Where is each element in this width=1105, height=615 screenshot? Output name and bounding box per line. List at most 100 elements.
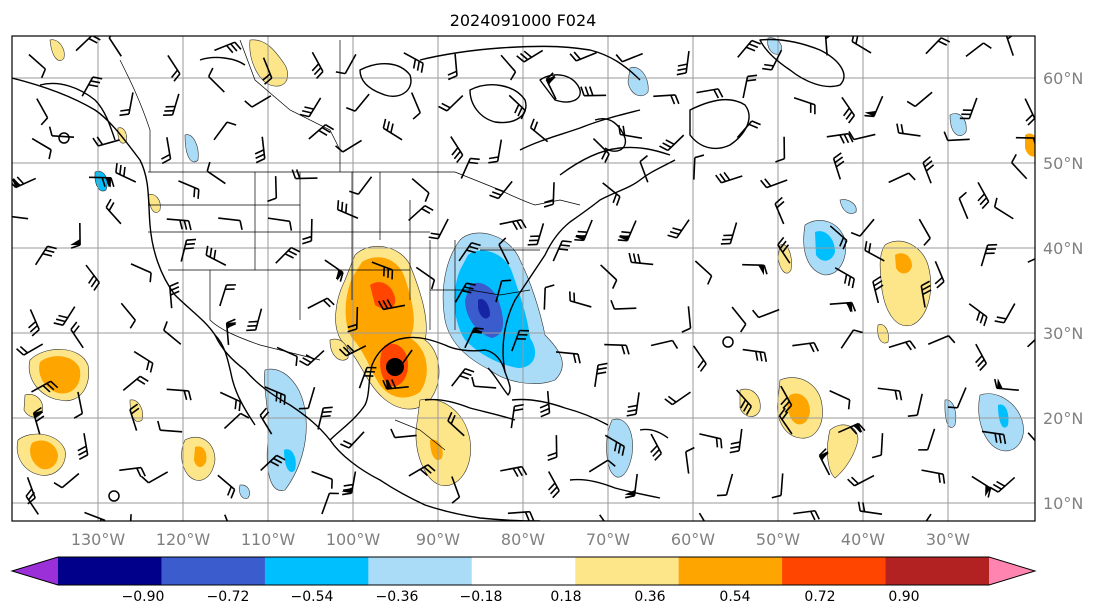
lon-label: 30°W [926,530,970,549]
wind-barb [993,197,1014,220]
wind-barb [574,219,593,242]
wind-barb [349,176,373,196]
wind-barb [834,267,856,289]
wind-barb [36,98,49,126]
wind-barb [129,514,132,521]
wind-barb [610,299,637,310]
wind-barb [650,339,679,349]
wind-barb [53,306,76,326]
wind-barb [498,237,510,265]
wind-barb [829,301,857,313]
lon-label: 60°W [671,530,715,549]
colorbar-segment [58,557,162,585]
colorbar-segment [782,557,887,585]
wind-barb [569,51,597,62]
wind-barb [276,346,298,366]
wind-barb [516,49,544,63]
wind-barb [390,428,417,439]
lon-label: 40°W [841,530,885,549]
lat-label: 50°N [1043,154,1083,173]
wind-barb [31,380,59,393]
wind-barb [850,218,875,237]
wind-barb [302,218,313,245]
storm-center-marker [386,358,404,376]
wind-barb [993,378,1019,392]
colorbar-segment [885,557,990,585]
wind-barb [615,52,644,63]
wind-barb [921,469,946,484]
wind-barb [508,94,526,120]
wind-barb [906,91,933,108]
wind-barb [451,368,475,387]
wind-barb [762,49,783,71]
wind-barb [130,263,152,283]
graticule [12,36,1035,521]
colorbar [10,556,1037,586]
lat-label: 60°N [1043,69,1083,88]
wind-barb [213,121,237,141]
wind-barb [599,514,606,521]
wind-barb [26,477,36,505]
wind-barb [529,118,549,143]
wind-barb [780,385,793,413]
colorbar-segment [575,557,680,585]
wind-barb [736,389,753,416]
wind-barb [925,513,932,521]
wind-barb [981,430,1007,445]
calm-circle [108,490,120,502]
wind-barb [120,302,137,329]
map-frame [11,35,1036,522]
lon-label: 100°W [326,530,381,549]
wind-barb [166,218,192,231]
wind-barb [166,388,192,401]
latitude-labels: 60°N 50°N 40°N 30°N 20°N 10°N [1043,69,1083,513]
wind-barb [428,218,449,240]
wind-barb [793,97,816,115]
wind-barb [447,53,458,81]
wind-barb [771,473,784,499]
coastlines [12,38,845,521]
wind-barb [676,50,690,76]
wind-barb [527,223,545,246]
wind-barb [588,459,616,473]
wind-barb [877,387,903,401]
wind-barb [291,169,318,180]
wind-barb [307,297,335,309]
wind-barb [168,281,180,309]
wind-barb [408,464,436,477]
wind-barb [105,198,122,225]
wind-barb [716,473,734,497]
wind-barb [696,88,724,99]
wind-barb [451,476,461,504]
wind-barb [16,343,44,356]
wind-barb [180,238,197,262]
wind-barb [971,475,992,498]
wind-barb [324,259,344,282]
wind-barb [122,375,149,392]
wind-barb [119,92,134,117]
wind-barb [775,136,786,163]
wind-barb [224,514,229,521]
wind-barb [411,178,430,203]
positive-anomaly-contours [16,39,1035,486]
wind-barb [829,389,851,410]
lat-label: 20°N [1043,409,1083,428]
wind-barb [214,41,242,54]
wind-barb [225,318,237,345]
wind-barb [335,53,357,75]
wind-barb [129,403,140,431]
wind-barb [681,306,692,333]
wind-barb [547,471,560,499]
lon-label: 110°W [241,530,296,549]
wind-barb [604,343,630,355]
wind-barb [922,156,935,184]
wind-barb [161,137,172,165]
wind-barb [626,392,640,417]
wind-barb [760,178,788,189]
wind-barb [511,329,529,352]
wind-barb [751,308,780,319]
lon-label: 120°W [156,530,211,549]
wind-barb [685,446,695,474]
colorbar-segment [471,557,576,585]
wind-barb [920,280,932,308]
